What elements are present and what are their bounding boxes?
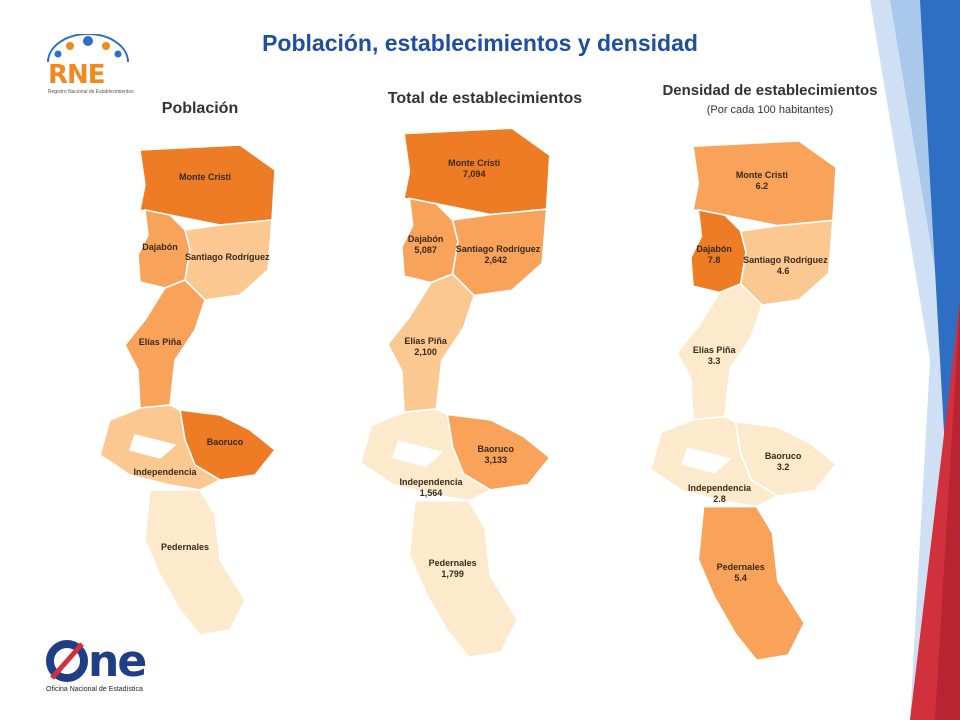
province-value: 1,799 bbox=[441, 568, 464, 579]
map-poblacion bbox=[90, 130, 290, 650]
province-pedernales bbox=[697, 505, 806, 662]
province-value: 3.3 bbox=[707, 355, 721, 366]
province-name: Independencia bbox=[133, 467, 197, 477]
province-label: Baoruco bbox=[185, 437, 265, 448]
map-title-poblacion: Población bbox=[161, 100, 239, 117]
province-name: Elías Piña bbox=[692, 344, 736, 355]
one-logo-text: ne bbox=[88, 636, 147, 687]
map-title-establecimientos: Total de establecimientos bbox=[387, 90, 583, 107]
province-name: Monte Cristi bbox=[178, 172, 231, 182]
province-value: 2,642 bbox=[484, 255, 508, 266]
province-name: Elías Piña bbox=[138, 337, 182, 347]
map-subtitle-densidad: (Por cada 100 habitantes) bbox=[706, 104, 834, 116]
province-santiago-rodr-guez bbox=[451, 208, 548, 297]
province-value: 5.4 bbox=[734, 573, 747, 584]
province-name: Pedernales bbox=[716, 562, 765, 573]
map-establecimientos-svg bbox=[359, 127, 551, 659]
province-label: Independencia 1,564 bbox=[391, 477, 471, 499]
rne-logo-subtitle: Registro Nacional de Establecimientos bbox=[48, 89, 134, 95]
province-value: 3,133 bbox=[484, 455, 508, 466]
province-value: 7,094 bbox=[462, 169, 486, 179]
map-title-densidad: Densidad de establecimientos bbox=[662, 82, 878, 99]
province-name: Monte Cristi bbox=[448, 158, 501, 168]
province-pedernales bbox=[408, 499, 519, 659]
rne-icons-arc bbox=[47, 33, 129, 63]
province-value: 2,100 bbox=[414, 347, 437, 358]
province-label: Pedernales 1,799 bbox=[413, 558, 493, 580]
decorative-chevron-stripes bbox=[870, 0, 960, 720]
province-label: Independencia bbox=[125, 467, 205, 478]
province-label: Independencia 2.8 bbox=[680, 483, 760, 505]
province-label: Elías Piña 2,100 bbox=[386, 336, 466, 358]
province-name: Baoruco bbox=[206, 437, 244, 447]
province-value: 7.8 bbox=[707, 255, 721, 266]
province-label: Dajabón 7.8 bbox=[674, 244, 754, 266]
province-value: 4.6 bbox=[776, 265, 790, 276]
province-name: Dajabón bbox=[142, 242, 178, 252]
province-name: Baoruco bbox=[477, 444, 515, 455]
province-name: Dajabón bbox=[696, 244, 732, 255]
province-label: Elías Piña bbox=[120, 337, 200, 348]
province-label: Baoruco 3,133 bbox=[456, 444, 536, 466]
province-label: Santiago Rodríguez 4.6 bbox=[743, 254, 828, 277]
one-logo: ne Oficina Nacional de Estadística bbox=[44, 636, 164, 698]
province-label: Dajabón 5,087 bbox=[386, 234, 466, 256]
province-pedernales bbox=[144, 489, 246, 636]
lake-enriquillo bbox=[393, 441, 442, 467]
province-name: Santiago Rodríguez bbox=[455, 244, 541, 255]
map-densidad bbox=[640, 125, 880, 685]
province-name: Pedernales bbox=[160, 542, 210, 552]
province-santiago-rodr-guez bbox=[184, 219, 273, 301]
province-label: Pedernales bbox=[145, 542, 225, 553]
province-name: Elías Piña bbox=[404, 336, 447, 347]
one-logo-subtitle: Oficina Nacional de Estadística bbox=[46, 686, 143, 693]
map-densidad-svg bbox=[649, 140, 838, 662]
province-name: Independencia bbox=[399, 476, 463, 487]
province-name: Independencia bbox=[687, 482, 751, 493]
province-name: Santiago Rodríguez bbox=[185, 252, 270, 262]
province-label: Elías Piña 3.3 bbox=[674, 345, 754, 367]
province-label: Santiago Rodríguez 2,642 bbox=[455, 244, 541, 266]
province-value: 6.2 bbox=[755, 181, 769, 191]
province-value: 3.2 bbox=[776, 461, 790, 472]
province-name: Baoruco bbox=[764, 450, 802, 461]
province-name: Monte Cristi bbox=[735, 170, 788, 180]
rne-logo-text: RNE bbox=[48, 60, 106, 90]
lake-enriquillo bbox=[682, 448, 731, 473]
province-label: Monte Cristi 6.2 bbox=[722, 170, 802, 192]
province-santiago-rodr-guez bbox=[739, 219, 834, 307]
province-value: 5,087 bbox=[414, 244, 437, 255]
province-label: Santiago Rodríguez bbox=[185, 252, 270, 263]
province-label: Monte Cristi bbox=[165, 172, 245, 183]
province-label: Monte Cristi 7,094 bbox=[434, 158, 514, 180]
page-title: Población, establecimientos y densidad bbox=[262, 30, 698, 56]
province-value: 1,564 bbox=[419, 487, 443, 498]
province-label: Dajabón bbox=[120, 242, 200, 253]
lake-enriquillo bbox=[130, 435, 175, 458]
province-name: Santiago Rodríguez bbox=[743, 254, 828, 265]
map-poblacion-regions bbox=[99, 144, 277, 636]
province-name: Dajabón bbox=[407, 233, 444, 244]
province-label: Baoruco 3.2 bbox=[743, 451, 823, 473]
rne-logo: RNE Registro Nacional de Establecimiento… bbox=[40, 33, 136, 102]
province-name: Pedernales bbox=[428, 557, 477, 568]
one-logo-zero-icon bbox=[46, 640, 88, 682]
map-establecimientos bbox=[350, 112, 590, 672]
province-label: Pedernales 5.4 bbox=[701, 562, 781, 584]
map-poblacion-svg bbox=[99, 144, 277, 636]
map-establecimientos-regions bbox=[359, 127, 551, 659]
province-value: 2.8 bbox=[713, 493, 726, 504]
map-densidad-regions bbox=[649, 140, 838, 662]
